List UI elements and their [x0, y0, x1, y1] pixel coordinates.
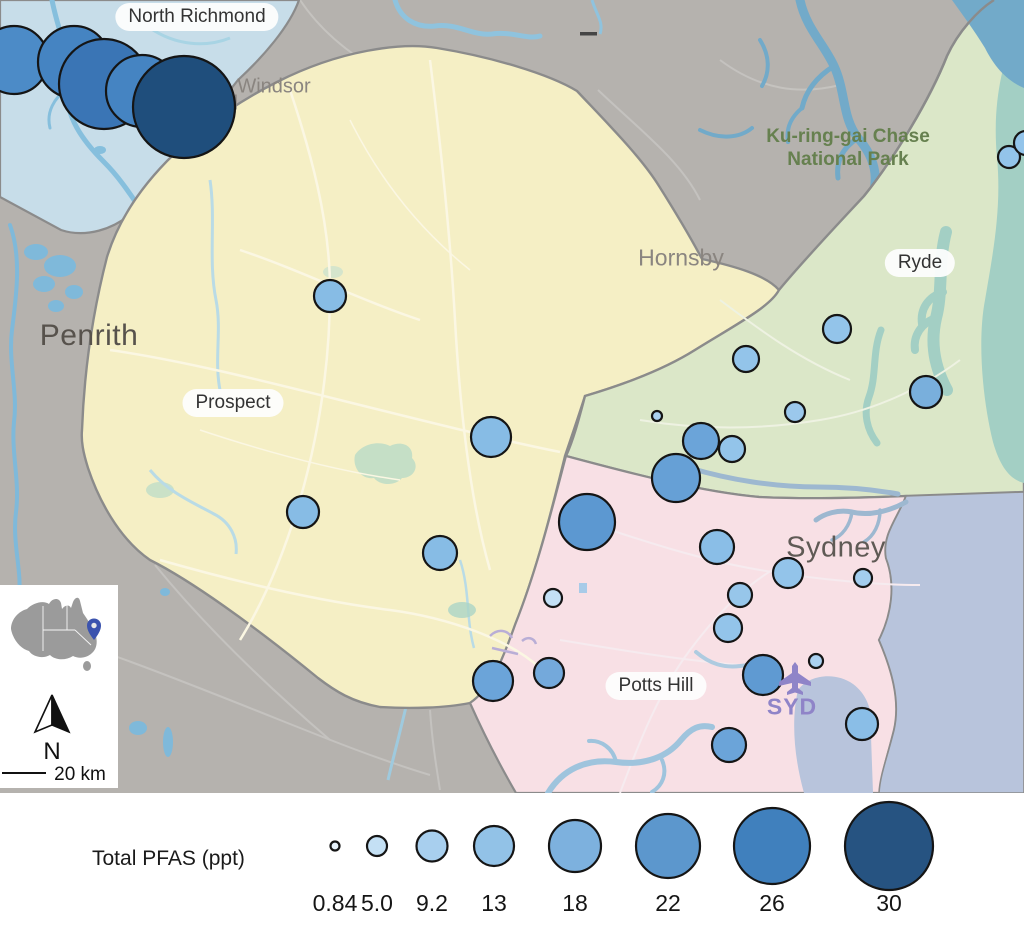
- pfas-site-bubble: [741, 653, 785, 697]
- pfas-site-bubble: [807, 652, 825, 670]
- legend-title: Total PFAS (ppt): [92, 847, 245, 870]
- basemap: [0, 0, 1024, 793]
- pfas-site-bubble: [469, 415, 513, 459]
- pfas-site-bubble: [698, 528, 736, 566]
- pfas-site-bubble: [542, 587, 564, 609]
- map-canvas: Richmond North Richmond Windsor Penrith …: [0, 0, 1024, 793]
- pfas-site-bubble: [710, 726, 748, 764]
- north-arrow-icon: [33, 694, 71, 734]
- dash-marker: [580, 32, 597, 36]
- legend-value: 26: [759, 890, 785, 916]
- pfas-site-bubble: [681, 421, 721, 461]
- zone-boundary: [863, 0, 995, 197]
- pfas-site-bubble: [771, 556, 805, 590]
- pfas-site-bubble: [312, 278, 348, 314]
- legend-circle: [329, 840, 341, 852]
- australia-map: [11, 597, 97, 671]
- legend-circle: [732, 806, 812, 886]
- pfas-site-bubble: [717, 434, 747, 464]
- legend-value: 9.2: [416, 890, 448, 916]
- prospect-details: [146, 179, 476, 649]
- legend-value: 0.84: [313, 890, 358, 916]
- pfas-site-bubble: [131, 54, 237, 160]
- pfas-site-bubble: [852, 567, 874, 589]
- pfas-site-bubble: [731, 344, 761, 374]
- inset-panel: N 20 km: [0, 585, 118, 788]
- legend-value: 22: [655, 890, 681, 916]
- pfas-site-bubble: [712, 612, 744, 644]
- pfas-site-bubble: [650, 452, 702, 504]
- pfas-site-bubble: [285, 494, 321, 530]
- pfas-site-bubble: [908, 374, 944, 410]
- pfas-site-bubble: [650, 409, 664, 423]
- pfas-site-bubble: [471, 659, 515, 703]
- legend-panel: Total PFAS (ppt) 0.84 5.0 9.2 13 18 22 26 30: [0, 793, 1024, 929]
- pfas-site-bubble: [783, 400, 807, 424]
- pfas-site-bubble: [726, 581, 754, 609]
- legend-circle: [472, 824, 516, 868]
- legend-value: 13: [481, 890, 507, 916]
- legend-scale: 0.84 5.0 9.2 13 18 22 26 30: [313, 800, 935, 916]
- state-borders: [42, 603, 92, 651]
- legend-circle: [547, 818, 603, 874]
- region-southeast: [878, 491, 1024, 793]
- pfas-site-bubble: [557, 492, 617, 552]
- legend-circle: [365, 834, 389, 858]
- pfas-site-bubble: [1012, 130, 1024, 156]
- potts-hill-water: [448, 499, 909, 793]
- inset-graphics: N 20 km: [2, 597, 106, 785]
- pfas-site-bubble: [421, 534, 459, 572]
- pfas-site-bubble: [844, 706, 880, 742]
- legend-value: 5.0: [361, 890, 393, 916]
- pfas-bubble-layer: [0, 24, 1024, 764]
- pfas-site-bubble: [532, 656, 566, 690]
- legend-value: 18: [562, 890, 588, 916]
- pfas-site-bubble: [996, 144, 1022, 170]
- pfas-site-bubble: [821, 313, 853, 345]
- legend-circle: [415, 829, 449, 863]
- legend-circle: [843, 800, 935, 892]
- legend-value: 30: [876, 890, 902, 916]
- legend-circle: [634, 812, 702, 880]
- location-pin-icon: [87, 618, 101, 640]
- north-label: N: [43, 738, 60, 765]
- scale-label: 20 km: [54, 764, 106, 785]
